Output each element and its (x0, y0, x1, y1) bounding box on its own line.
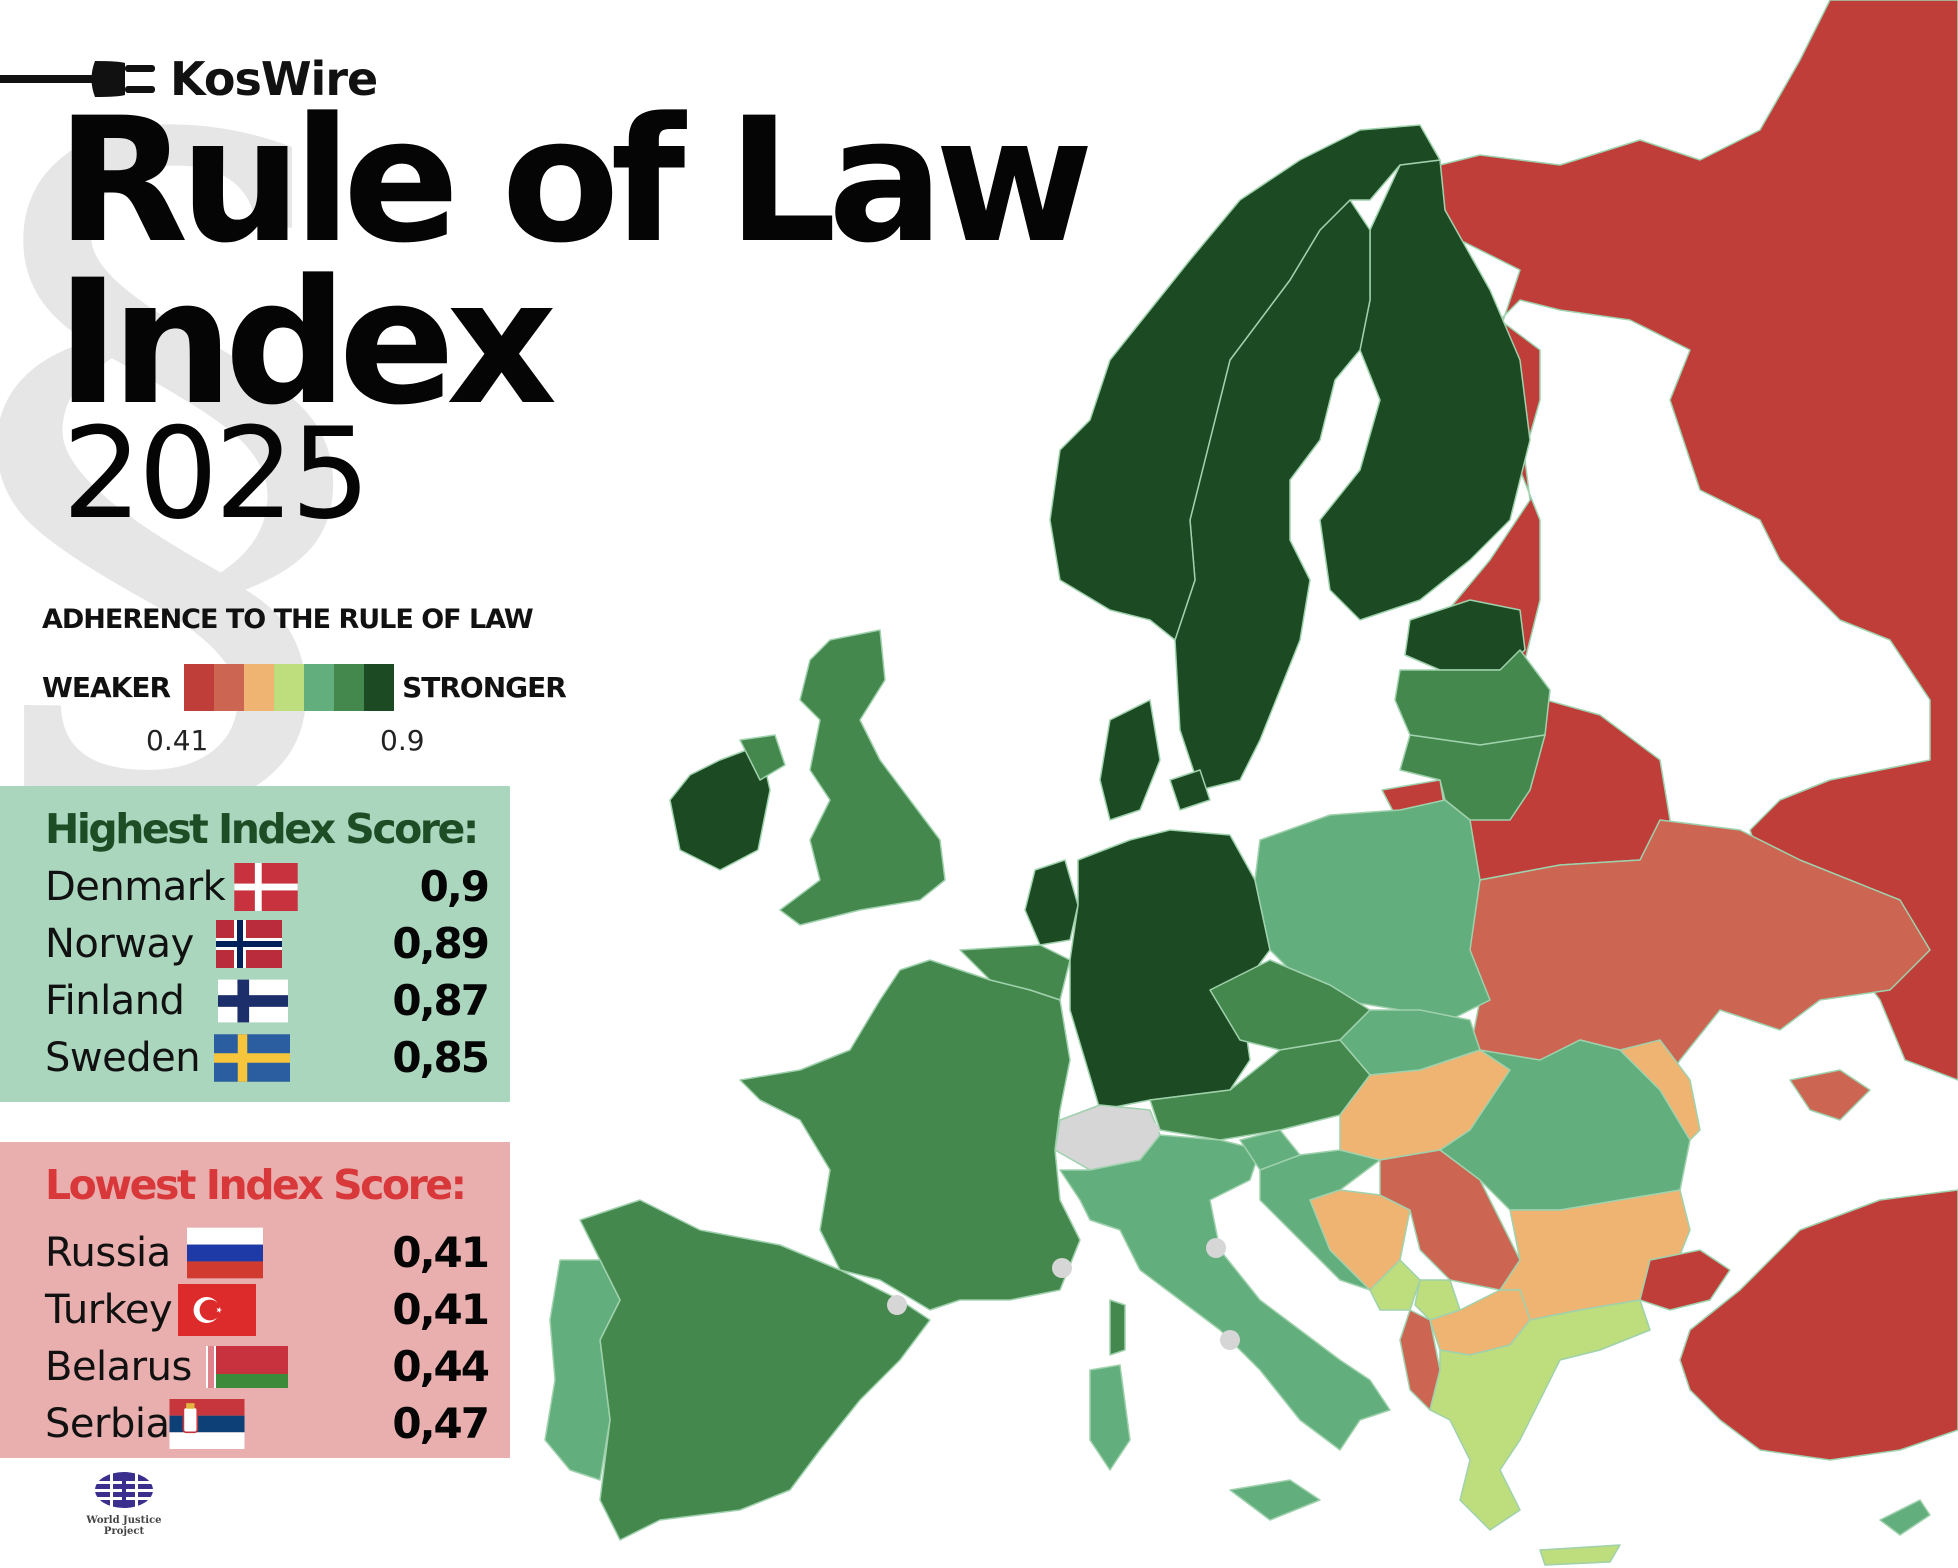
lowest-row: Russia 0,41 (45, 1224, 510, 1281)
denmark-flag-icon (234, 862, 299, 911)
microstate-vatican (1220, 1330, 1240, 1350)
country-name: Denmark (45, 863, 226, 910)
country-name: Belarus (45, 1343, 192, 1390)
russia-flag-icon (186, 1227, 263, 1278)
brand-logo: KosWire (0, 52, 378, 106)
region-finland (1319, 159, 1531, 621)
region-montenegro (1369, 1259, 1421, 1311)
legend-weaker-label: WEAKER (42, 671, 171, 704)
region-sardinia (1089, 1364, 1131, 1471)
lowest-row: Belarus 0,44 (45, 1338, 510, 1395)
country-score: 0,9 (419, 862, 490, 911)
region-netherlands (1024, 859, 1079, 946)
region-greece (1429, 1299, 1651, 1531)
microstate-san-marino (1206, 1238, 1226, 1258)
region-turkey (1639, 1249, 1731, 1311)
legend-swatch-6 (334, 664, 365, 711)
legend-min-value: 0.41 (146, 724, 209, 757)
microstate-monaco (1052, 1258, 1072, 1278)
region-northern-ireland (739, 734, 786, 781)
country-name: Serbia (45, 1400, 170, 1447)
turkey-flag-icon (178, 1283, 257, 1336)
legend-swatch-3 (244, 664, 275, 711)
country-score: 0,41 (392, 1285, 490, 1334)
country-score: 0,87 (392, 976, 490, 1025)
region-moldova (1619, 1039, 1701, 1141)
source-logo: World Justice Project (64, 1470, 184, 1537)
country-score: 0,44 (392, 1342, 490, 1391)
title-line-1: Rule of Law (56, 80, 1094, 281)
country-score: 0,47 (392, 1399, 490, 1448)
country-score: 0,89 (392, 919, 490, 968)
country-name: Turkey (45, 1286, 173, 1333)
legend-swatch-1 (184, 664, 215, 711)
region-sicily (1229, 1479, 1321, 1521)
region-crete (1539, 1544, 1621, 1566)
source-line-2: Project (103, 1526, 145, 1537)
brand-name: KosWire (170, 52, 378, 106)
highest-row: Denmark 0,9 (45, 858, 510, 915)
region-united-kingdom (779, 629, 946, 926)
finland-flag-icon (218, 979, 289, 1022)
highest-score-panel: Highest Index Score: Denmark 0,9 Norway … (0, 786, 510, 1102)
legend-swatch-4 (274, 664, 305, 711)
country-name: Finland (45, 977, 185, 1024)
page-title: Rule of Law Index (56, 80, 1094, 443)
legend-title: ADHERENCE TO THE RULE OF LAW (42, 604, 534, 635)
region-poland (1254, 799, 1491, 1021)
legend-color-scale: WEAKER STRONGER (42, 664, 567, 711)
highest-heading: Highest Index Score: (45, 805, 479, 853)
region-france (739, 959, 1081, 1311)
region-denmark-islands (1169, 769, 1211, 811)
region-bosnia (1309, 1189, 1411, 1291)
legend-swatch-5 (304, 664, 335, 711)
source-line-1: World Justice (86, 1515, 162, 1526)
region-crimea (1789, 1069, 1871, 1121)
region-norway (1049, 124, 1441, 641)
plug-icon (0, 61, 155, 97)
highest-row: Norway 0,89 (45, 915, 510, 972)
lowest-score-panel: Lowest Index Score: Russia 0,41 Turkey 0… (0, 1142, 510, 1458)
lowest-row: Serbia 0,47 (45, 1395, 510, 1452)
country-name: Sweden (45, 1034, 201, 1081)
region-germany (1069, 829, 1271, 1111)
microstate-liechtenstein (1143, 1122, 1159, 1138)
title-line-2: Index (56, 242, 557, 443)
belarus-flag-icon (205, 1345, 288, 1388)
legend-max-value: 0.9 (380, 724, 425, 757)
country-score: 0,85 (392, 1033, 490, 1082)
region-italy (1059, 1134, 1391, 1451)
legend-swatch-7 (364, 664, 395, 711)
section-sign-watermark: § (0, 0, 370, 927)
region-estonia (1404, 599, 1526, 671)
sweden-flag-icon (214, 1033, 291, 1082)
country-name: Norway (45, 920, 194, 967)
legend-swatches (184, 664, 395, 711)
lowest-heading: Lowest Index Score: (45, 1161, 467, 1209)
lowest-row: Turkey 0,41 (45, 1281, 510, 1338)
region-portugal (544, 1259, 621, 1481)
region-cyprus (1879, 1499, 1931, 1536)
region-latvia (1394, 649, 1551, 746)
microstate-andorra (887, 1295, 907, 1315)
legend-stronger-label: STRONGER (402, 671, 567, 704)
globe-logo-icon (95, 1472, 153, 1508)
region-turkey-anatolia (1679, 1189, 1958, 1461)
legend-swatch-2 (214, 664, 245, 711)
region-corsica (1109, 1299, 1126, 1356)
highest-row: Finland 0,87 (45, 972, 510, 1029)
norway-flag-icon (215, 919, 282, 968)
region-denmark (1099, 699, 1161, 821)
serbia-flag-icon (169, 1398, 245, 1449)
title-year: 2025 (62, 400, 371, 547)
country-name: Russia (45, 1229, 171, 1276)
highest-row: Sweden 0,85 (45, 1029, 510, 1086)
country-score: 0,41 (392, 1228, 490, 1277)
region-lithuania (1399, 734, 1546, 821)
